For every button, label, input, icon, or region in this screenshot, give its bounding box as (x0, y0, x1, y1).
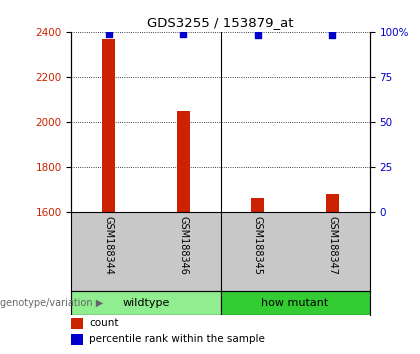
Point (180, 31, 186, 36)
Point (255, 33, 261, 38)
Text: GSM188347: GSM188347 (327, 216, 337, 275)
Point (329, 33, 336, 38)
Text: how mutant: how mutant (261, 298, 329, 308)
Text: GSM188345: GSM188345 (253, 216, 263, 275)
Bar (71, 318, 83, 329)
Bar (71, 291, 220, 314)
Bar (326, 194, 339, 212)
Bar (220, 291, 370, 314)
Bar (176, 110, 190, 212)
Text: genotype/variation ▶: genotype/variation ▶ (0, 298, 104, 308)
Point (105, 31, 112, 36)
Bar (251, 198, 265, 212)
Bar (102, 39, 116, 212)
Text: GSM188344: GSM188344 (104, 216, 114, 275)
Text: count: count (89, 318, 119, 328)
Text: GSM188346: GSM188346 (178, 216, 188, 275)
Text: percentile rank within the sample: percentile rank within the sample (89, 335, 265, 344)
Bar (71, 334, 83, 345)
Title: GDS3255 / 153879_at: GDS3255 / 153879_at (147, 16, 294, 29)
Text: wildtype: wildtype (122, 298, 170, 308)
